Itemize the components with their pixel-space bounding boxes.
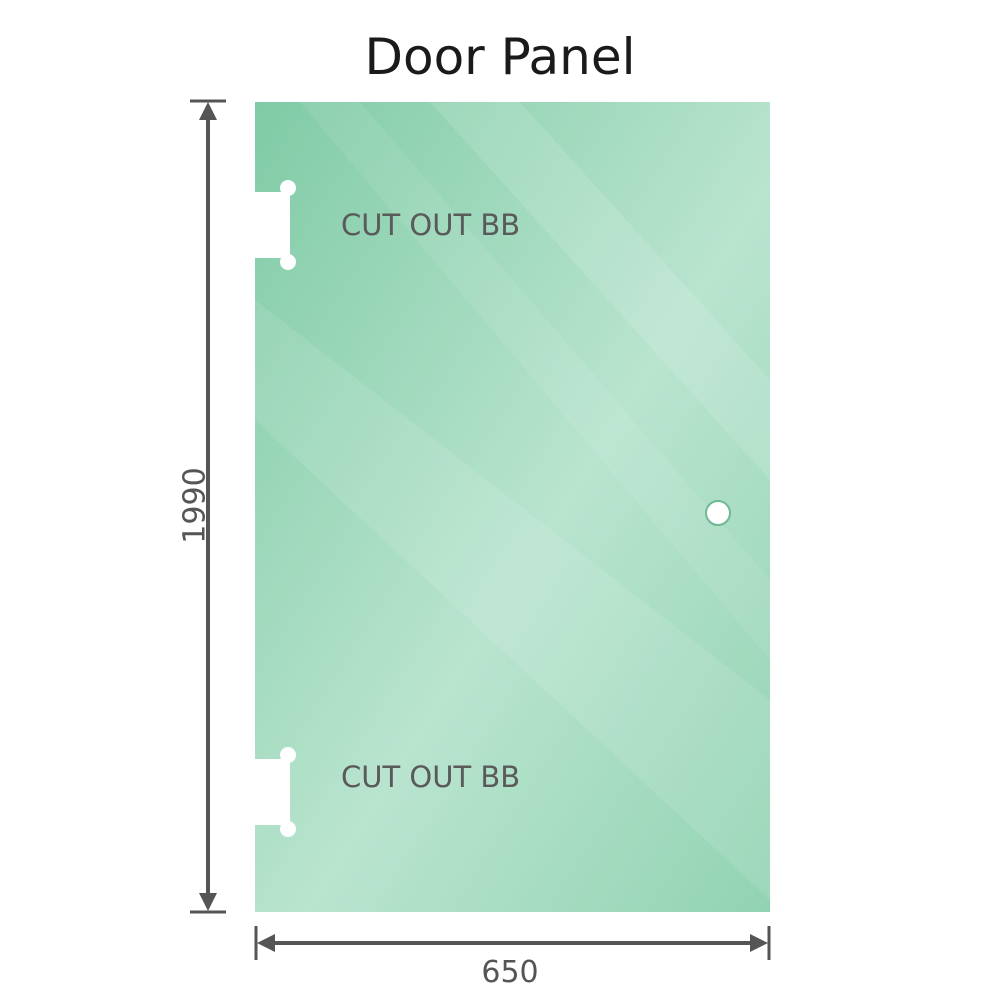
glass-panel [255,102,770,912]
diagram-title: Door Panel [364,28,636,86]
height-value: 1990 [177,467,213,544]
cutout-bottom [250,747,296,837]
width-dimension-line [254,926,771,960]
width-value: 650 [481,955,539,990]
cutout-label-top: CUT OUT BB [341,208,521,242]
height-dimension-line [190,99,226,914]
cutout-label-bottom: CUT OUT BB [341,760,521,794]
handle-hole [705,500,731,526]
cutout-top [250,180,296,270]
